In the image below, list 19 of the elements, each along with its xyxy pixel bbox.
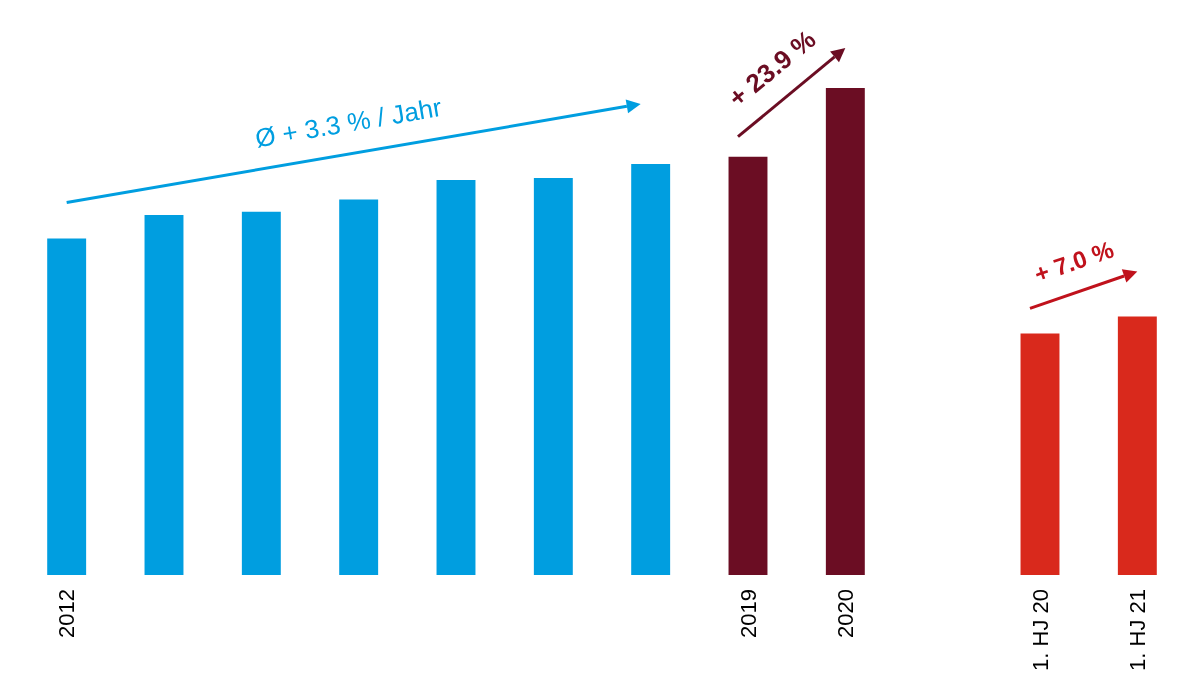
x-tick-label: 2020: [832, 589, 858, 638]
bar: [144, 215, 184, 575]
x-tick-label: 2012: [54, 589, 80, 638]
bar: [533, 178, 573, 575]
bar: [241, 211, 281, 575]
bar: [825, 88, 865, 575]
x-tick-label: 1. HJ 20: [1027, 589, 1053, 671]
bar: [1117, 316, 1157, 575]
x-tick-label: 1. HJ 21: [1124, 589, 1150, 671]
bar: [1020, 333, 1060, 575]
bar: [728, 156, 768, 575]
bar: [47, 238, 87, 575]
annotation: Ø + 3.3 % / Jahr: [252, 91, 445, 154]
bar: [631, 163, 671, 575]
bar: [339, 199, 379, 575]
x-tick-label: 2019: [735, 589, 761, 638]
annotation: + 7.0 %: [1030, 235, 1118, 288]
annotation: + 23.9 %: [722, 23, 822, 113]
bar: [436, 180, 476, 575]
